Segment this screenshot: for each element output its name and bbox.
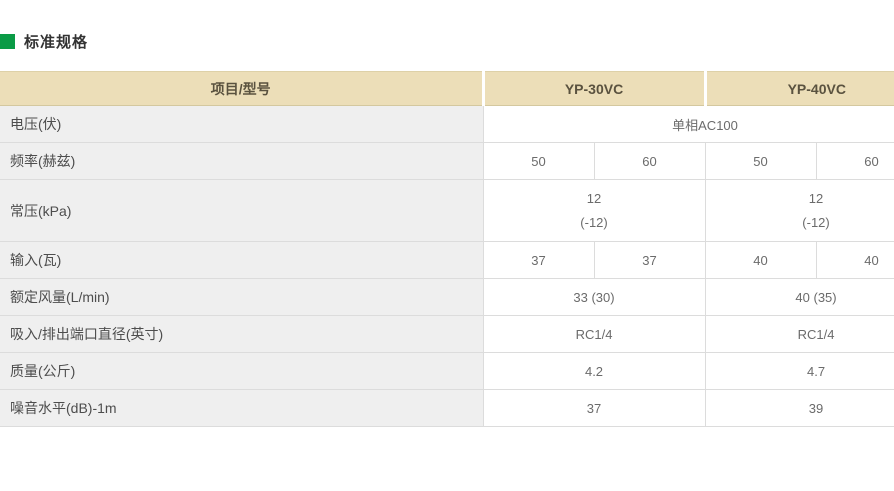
pressure-vacuum-value: (-12) [802,214,830,230]
row-label: 质量(公斤) [0,352,484,390]
pressure-value: 12 [808,190,824,206]
cell-noise-40vc: 39 [704,389,894,427]
cell-input-40vc-50: 40 [704,241,817,279]
header-row: 项目/型号 YP-30VC YP-40VC [0,71,894,106]
header-model-yp30vc: YP-30VC [481,71,706,106]
cell-freq-30vc-50: 50 [482,142,595,180]
row-label: 输入(瓦) [0,241,484,279]
row-label: 常压(kPa) [0,179,484,242]
cell-input-30vc-50: 37 [482,241,595,279]
cell-input-40vc-60: 40 [815,241,894,279]
cell-input-30vc-60: 37 [593,241,706,279]
cell-weight-40vc: 4.7 [704,352,894,390]
cell-weight-30vc: 4.2 [482,352,706,390]
cell-freq-40vc-60: 60 [815,142,894,180]
pressure-value: 12 [586,190,602,206]
spec-table-container: 项目/型号 YP-30VC YP-40VC 电压(伏) 单相AC100 频率(赫… [0,71,894,427]
row-input-power: 输入(瓦) 37 37 40 40 [0,241,894,279]
cell-voltage-value: 单相AC100 [482,105,894,143]
header-model-yp40vc: YP-40VC [703,71,894,106]
row-frequency: 频率(赫兹) 50 60 50 60 [0,142,894,180]
pressure-vacuum-value: (-12) [580,214,608,230]
section-title-label: 标准规格 [24,34,89,51]
row-voltage: 电压(伏) 单相AC100 [0,105,894,143]
cell-freq-30vc-60: 60 [593,142,706,180]
cell-pressure-30vc: 12 (-12) [482,179,706,242]
row-label: 额定风量(L/min) [0,278,484,316]
green-square-bullet-icon [0,34,15,49]
cell-noise-30vc: 37 [482,389,706,427]
row-rated-airflow: 额定风量(L/min) 33 (30) 40 (35) [0,278,894,316]
cell-port-40vc: RC1/4 [704,315,894,353]
section-title: 标准规格 [0,31,894,52]
header-item-model: 项目/型号 [0,71,483,106]
row-label: 吸入/排出端口直径(英寸) [0,315,484,353]
cell-airflow-40vc: 40 (35) [704,278,894,316]
row-label: 噪音水平(dB)-1m [0,389,484,427]
row-pressure: 常压(kPa) 12 (-12) 12 (-12) [0,179,894,242]
cell-pressure-40vc: 12 (-12) [704,179,894,242]
row-noise-level: 噪音水平(dB)-1m 37 39 [0,389,894,427]
cell-airflow-30vc: 33 (30) [482,278,706,316]
row-weight: 质量(公斤) 4.2 4.7 [0,352,894,390]
spec-table: 项目/型号 YP-30VC YP-40VC 电压(伏) 单相AC100 频率(赫… [0,71,894,427]
cell-port-30vc: RC1/4 [482,315,706,353]
row-label: 电压(伏) [0,105,484,143]
row-port-diameter: 吸入/排出端口直径(英寸) RC1/4 RC1/4 [0,315,894,353]
cell-freq-40vc-50: 50 [704,142,817,180]
row-label: 频率(赫兹) [0,142,484,180]
